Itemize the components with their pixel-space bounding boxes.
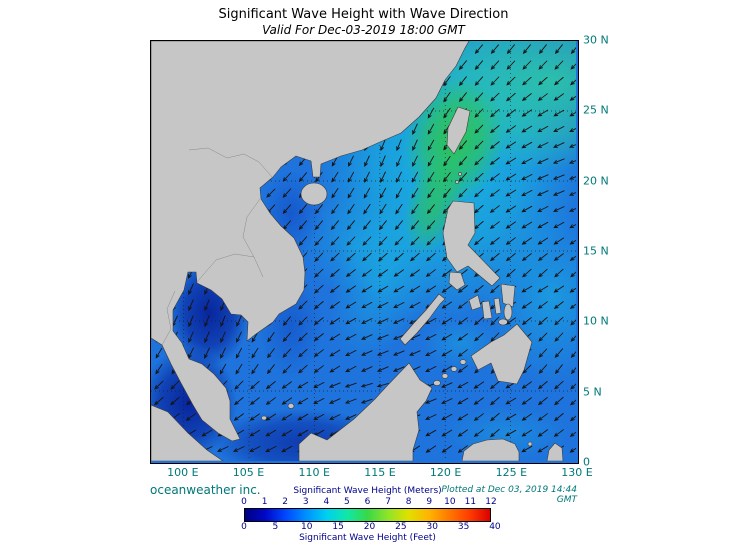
samar-island	[500, 283, 516, 308]
sulu-islands	[441, 373, 449, 379]
meters-tick-label: 1	[261, 497, 268, 507]
colorbar-gradient	[244, 508, 491, 522]
y-tick-label: 20 N	[583, 174, 609, 188]
country-borders	[161, 147, 273, 346]
anambas-islands	[261, 415, 267, 421]
credit-text: oceanweather inc.	[150, 483, 261, 497]
colorbar-feet-ticks: 0 5 10 15 20 25 30 35 40	[241, 522, 501, 533]
y-axis: 0 5 N 10 N 15 N 20 N 25 N 30 N	[583, 34, 627, 469]
borneo-island	[298, 362, 433, 461]
meters-tick-label: 6	[364, 497, 371, 507]
plotted-timestamp: Plotted at Dec 03, 2019 14:44 GMT	[441, 485, 577, 505]
meters-tick-label: 0	[241, 497, 247, 507]
negros-island	[481, 300, 493, 320]
colorbar-feet-title: Significant Wave Height (Feet)	[299, 533, 436, 543]
meters-tick-label: 8	[405, 497, 412, 507]
x-tick-label: 110 E	[298, 466, 330, 479]
batanes-islands	[455, 180, 459, 184]
meters-tick-label: 9	[426, 497, 433, 507]
wave-map	[151, 41, 576, 461]
palawan-island	[399, 293, 446, 346]
sulu-islands	[459, 359, 467, 365]
mainland-asia	[151, 41, 470, 442]
sangihe-islands	[527, 441, 533, 447]
x-tick-label: 125 E	[495, 466, 528, 479]
y-tick-label: 25 N	[583, 103, 609, 117]
x-tick-label: 105 E	[232, 466, 265, 479]
panay-island	[468, 294, 482, 311]
bohol-island	[498, 318, 508, 326]
natuna-islands	[287, 403, 295, 409]
meters-tick-label: 4	[323, 497, 330, 507]
y-tick-label: 0	[583, 455, 590, 469]
chart-title: Significant Wave Height with Wave Direct…	[218, 7, 509, 22]
feet-tick-label: 25	[395, 522, 407, 532]
sulawesi-island	[461, 438, 520, 461]
meters-tick-label: 3	[302, 497, 309, 507]
x-axis: 100 E 105 E 110 E 115 E 120 E 125 E 130 E	[150, 466, 593, 480]
feet-tick-label: 35	[457, 522, 470, 532]
taiwan-island	[446, 106, 471, 155]
chart-subtitle: Valid For Dec-03-2019 18:00 GMT	[262, 23, 465, 37]
landmasses	[151, 41, 564, 461]
sulu-islands	[433, 380, 441, 386]
cebu-island	[493, 297, 502, 315]
sumatra-island	[151, 404, 224, 461]
x-tick-label: 120 E	[429, 466, 462, 479]
y-tick-label: 30 N	[583, 33, 609, 47]
colorbar-meters-title: Significant Wave Height (Meters)	[293, 486, 442, 496]
mindoro-island	[448, 271, 466, 291]
hainan-island	[300, 182, 328, 206]
feet-tick-label: 10	[301, 522, 313, 532]
meters-tick-label: 11	[464, 497, 477, 507]
meters-tick-label: 2	[282, 497, 289, 507]
meters-tick-label: 10	[444, 497, 456, 507]
sulu-islands	[450, 366, 458, 372]
feet-tick-label: 40	[489, 522, 501, 532]
y-tick-label: 5 N	[583, 385, 602, 399]
x-tick-label: 100 E	[167, 466, 199, 479]
x-tick-label: 130 E	[561, 466, 593, 479]
y-tick-label: 15 N	[583, 244, 609, 258]
luzon-island	[442, 200, 501, 287]
x-tick-label: 115 E	[364, 466, 396, 479]
colorbar-meters-ticks: 0 1 2 3 4 5 6 7 8 9 10 11 12	[241, 497, 497, 508]
feet-tick-label: 15	[332, 522, 344, 532]
meters-tick-label: 5	[344, 497, 350, 507]
leyte-island	[503, 303, 513, 321]
halmahera-island	[546, 442, 564, 461]
y-tick-label: 10 N	[583, 314, 609, 328]
feet-tick-label: 5	[272, 522, 279, 532]
meters-tick-label: 7	[385, 497, 391, 507]
mindanao-island	[470, 323, 533, 385]
batanes-islands	[458, 172, 462, 176]
feet-tick-label: 0	[241, 522, 247, 532]
map-frame	[150, 40, 579, 464]
feet-tick-label: 30	[426, 522, 438, 532]
feet-tick-label: 20	[363, 522, 376, 532]
meters-tick-label: 12	[485, 497, 497, 507]
